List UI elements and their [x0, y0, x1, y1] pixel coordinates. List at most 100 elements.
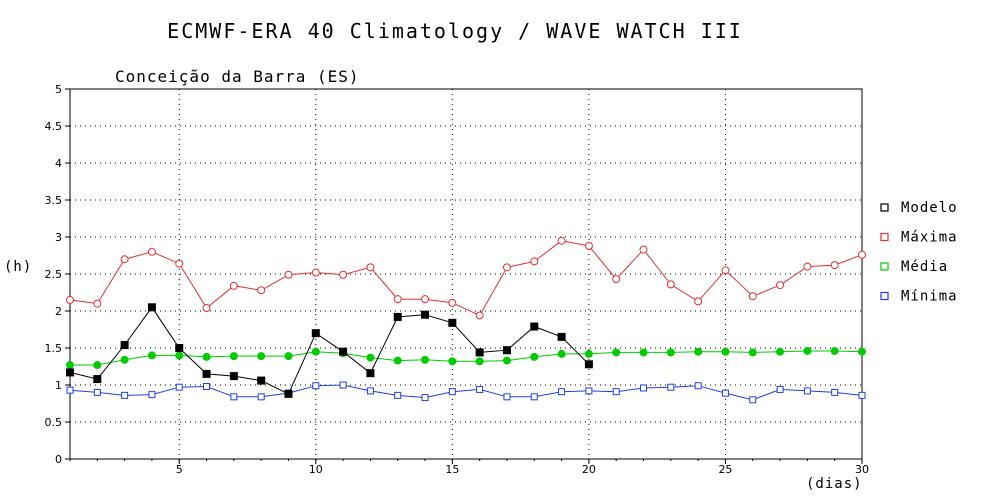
data-point-media [803, 346, 812, 355]
data-point-modelo [502, 346, 511, 355]
data-point-minima [776, 385, 784, 393]
y-tick-label: 3 [55, 231, 62, 244]
data-point-modelo [66, 368, 74, 377]
data-point-minima [803, 387, 811, 395]
data-point-maxima [93, 299, 102, 308]
data-point-maxima [147, 247, 156, 256]
chart-title: ECMWF-ERA 40 Climatology / WAVE WATCH II… [167, 19, 743, 43]
data-point-modelo [421, 310, 430, 319]
data-point-media [393, 356, 402, 365]
x-tick-label: 15 [445, 463, 459, 476]
series-modelo [66, 303, 593, 398]
data-point-minima [721, 389, 729, 397]
data-point-maxima [639, 245, 648, 254]
data-point-modelo [93, 375, 102, 384]
series-line-minima [69, 384, 863, 401]
y-tick-label: 4 [55, 157, 62, 170]
legend: Modelo Máxima Média Mínima [880, 200, 958, 305]
y-tick-label: 1 [55, 379, 62, 392]
data-point-modelo [475, 348, 484, 357]
data-point-minima [366, 387, 374, 395]
data-point-minima [831, 388, 839, 396]
data-point-minima [503, 393, 511, 401]
data-point-maxima [830, 261, 839, 270]
data-point-media [366, 353, 375, 362]
data-point-minima [694, 382, 702, 390]
data-point-minima [585, 387, 593, 395]
data-point-media [530, 352, 539, 361]
data-point-maxima [748, 292, 757, 301]
data-point-modelo [448, 318, 457, 327]
series-line-media [70, 350, 863, 366]
data-point-minima [558, 388, 566, 396]
data-point-media [229, 352, 238, 361]
data-point-media [830, 346, 839, 355]
data-point-minima [148, 391, 156, 399]
data-point-media [257, 352, 266, 361]
data-point-maxima [229, 281, 238, 290]
data-point-modelo [366, 369, 375, 378]
data-point-maxima [339, 270, 348, 279]
data-point-media [776, 347, 785, 356]
data-point-maxima [311, 268, 320, 277]
data-point-modelo [175, 344, 184, 352]
y-tick-label: 2 [55, 305, 62, 318]
data-point-maxima [557, 236, 566, 245]
chart-subtitle: Conceição da Barra (ES) [115, 67, 360, 86]
data-point-media [502, 356, 511, 365]
data-point-maxima [175, 259, 184, 268]
y-tick-label: 4.5 [45, 120, 63, 133]
data-point-modelo [530, 322, 539, 331]
data-point-minima [230, 393, 238, 401]
data-point-minima [203, 382, 211, 390]
legend-label-maxima: Máxima [901, 230, 958, 246]
data-point-media [612, 348, 621, 357]
data-point-maxima [721, 266, 730, 275]
data-point-modelo [284, 389, 293, 398]
data-point-media [202, 352, 211, 361]
data-point-minima [257, 393, 265, 401]
data-point-minima [394, 391, 402, 399]
data-point-maxima [120, 255, 129, 264]
data-point-maxima [530, 257, 539, 266]
data-point-minima [667, 383, 675, 391]
data-point-minima [530, 393, 538, 401]
plot-area: 0 0.5 1 1.5 2 2.5 3 3.5 4 4.5 5 5 10 15 20 25 30 [45, 83, 870, 476]
data-point-media [284, 352, 293, 361]
data-point-modelo [557, 332, 566, 341]
x-tick-label: 5 [176, 463, 183, 476]
series-minima [66, 381, 866, 404]
data-point-media [858, 347, 866, 356]
data-point-media [721, 347, 730, 356]
data-point-media [147, 351, 156, 360]
data-point-modelo [311, 329, 320, 338]
data-point-maxima [502, 263, 511, 272]
data-point-media [666, 348, 675, 357]
data-point-minima [749, 396, 757, 404]
data-point-media [748, 348, 757, 357]
data-point-maxima [366, 263, 375, 272]
data-point-minima [612, 388, 620, 396]
data-point-maxima [66, 295, 74, 304]
data-point-modelo [584, 360, 593, 369]
data-point-modelo [147, 303, 156, 312]
data-point-minima [476, 385, 484, 393]
x-tick-label: 20 [582, 463, 596, 476]
data-point-maxima [257, 286, 266, 295]
y-tick-label: 2.5 [45, 268, 63, 281]
data-point-maxima [776, 281, 785, 290]
data-point-minima [312, 382, 320, 390]
data-point-media [311, 347, 320, 356]
data-point-media [175, 351, 184, 360]
y-tick-label: 0 [55, 453, 62, 466]
data-point-maxima [475, 311, 484, 320]
data-point-minima [121, 391, 129, 399]
x-axis-label: (dias) [806, 476, 863, 492]
data-point-modelo [339, 347, 348, 356]
data-point-minima [448, 388, 456, 396]
data-point-media [584, 349, 593, 358]
legend-swatch-media [880, 262, 889, 271]
data-point-maxima [666, 280, 675, 289]
data-point-minima [640, 384, 648, 392]
